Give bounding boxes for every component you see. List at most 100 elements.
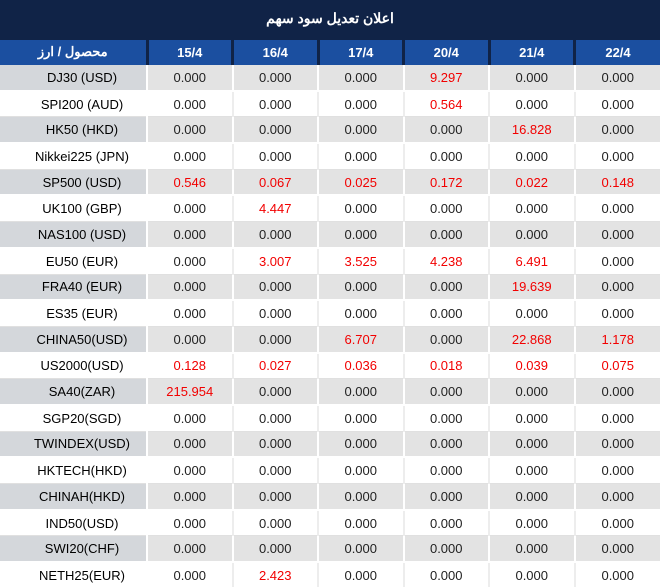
table-row: US2000(USD) 0.128 0.027 0.036 0.018 0.039 0.07… — [0, 352, 660, 380]
table-row: TWINDEX(USD) 0.000 0.000 0.000 0.000 0.000 0.0… — [0, 431, 660, 459]
value-cell: 0.000 — [489, 509, 576, 537]
value-cell: 0.000 — [403, 483, 490, 511]
value-cell: 0.000 — [147, 431, 234, 459]
value-cell: 0.000 — [403, 457, 490, 485]
value-cell: 0.000 — [147, 221, 234, 249]
value-cell: 0.000 — [318, 300, 405, 327]
value-cell: 0.000 — [232, 274, 319, 302]
table-row: SP500 (USD) 0.546 0.067 0.025 0.172 0.022 0.14… — [0, 169, 660, 197]
table-row: FRA40 (EUR) 0.000 0.000 0.000 0.000 19.639 0.0… — [0, 274, 660, 302]
value-cell: 0.000 — [403, 326, 490, 354]
value-cell: 0.172 — [403, 169, 490, 197]
table-row: NAS100 (USD) 0.000 0.000 0.000 0.000 0.000 0.0… — [0, 221, 660, 249]
table-row: HKTECH(HKD) 0.000 0.000 0.000 0.000 0.000 0.00… — [0, 457, 660, 485]
row-label: HKTECH(HKD) — [0, 457, 148, 485]
value-cell: 0.000 — [147, 247, 234, 275]
value-cell: 0.000 — [574, 64, 660, 92]
value-cell: 0.000 — [147, 562, 234, 587]
value-cell: 0.564 — [403, 90, 490, 118]
row-label: US2000(USD) — [0, 352, 148, 380]
value-cell: 0.000 — [574, 483, 660, 511]
value-cell: 0.000 — [489, 195, 576, 223]
row-label: NAS100 (USD) — [0, 221, 148, 249]
value-cell: 0.000 — [318, 535, 405, 564]
value-cell: 0.000 — [403, 431, 490, 459]
value-cell: 0.000 — [574, 221, 660, 249]
value-cell: 0.000 — [147, 483, 234, 511]
date-column-header: 20/4 — [403, 37, 491, 65]
value-cell: 4.238 — [403, 247, 490, 275]
value-cell: 0.000 — [232, 300, 319, 327]
table-row: CHINA50(USD) 0.000 0.000 6.707 0.000 22.868 1.… — [0, 326, 660, 354]
value-cell: 0.075 — [574, 352, 660, 380]
value-cell: 0.000 — [232, 483, 319, 511]
value-cell: 0.000 — [318, 431, 405, 459]
value-cell: 0.018 — [403, 352, 490, 380]
value-cell: 0.000 — [403, 195, 490, 223]
value-cell: 0.000 — [403, 378, 490, 406]
value-cell: 0.000 — [318, 562, 405, 587]
value-cell: 0.000 — [232, 116, 319, 145]
value-cell: 0.067 — [232, 169, 319, 197]
value-cell: 0.546 — [147, 169, 234, 197]
value-cell: 0.000 — [147, 116, 234, 145]
value-cell: 0.000 — [403, 535, 490, 564]
value-cell: 0.000 — [147, 404, 234, 432]
value-cell: 0.000 — [147, 143, 234, 170]
row-label: IND50(USD) — [0, 509, 148, 537]
value-cell: 22.868 — [489, 326, 576, 354]
value-cell: 0.000 — [489, 221, 576, 249]
value-cell: 0.000 — [318, 274, 405, 302]
row-label: Nikkei225 (JPN) — [0, 143, 148, 170]
table-row: ES35 (EUR) 0.000 0.000 0.000 0.000 0.000 0.000 — [0, 300, 660, 327]
value-cell: 0.000 — [574, 431, 660, 459]
value-cell: 0.000 — [147, 90, 234, 118]
value-cell: 0.000 — [403, 562, 490, 587]
value-cell: 0.000 — [232, 509, 319, 537]
value-cell: 0.000 — [147, 509, 234, 537]
table-row: SA40(ZAR) 215.954 0.000 0.000 0.000 0.000 0.00… — [0, 378, 660, 406]
value-cell: 0.000 — [574, 457, 660, 485]
value-cell: 6.491 — [489, 247, 576, 275]
value-cell: 0.000 — [318, 404, 405, 432]
row-label: SP500 (USD) — [0, 169, 148, 197]
row-label: SGP20(SGD) — [0, 404, 148, 432]
value-cell: 0.000 — [574, 247, 660, 275]
table-row: NETH25(EUR) 0.000 2.423 0.000 0.000 0.000 0.00… — [0, 562, 660, 587]
row-label: DJ30 (USD) — [0, 64, 148, 92]
value-cell: 0.000 — [574, 378, 660, 406]
date-column-header: 21/4 — [489, 37, 576, 65]
row-label: EU50 (EUR) — [0, 247, 148, 275]
value-cell: 0.000 — [574, 300, 660, 327]
table-row: Nikkei225 (JPN) 0.000 0.000 0.000 0.000 0.000… — [0, 143, 660, 170]
value-cell: 0.000 — [489, 64, 576, 92]
value-cell: 0.000 — [489, 535, 576, 564]
value-cell: 0.000 — [232, 535, 319, 564]
value-cell: 4.447 — [232, 195, 319, 223]
date-column-header: 22/4 — [574, 37, 660, 65]
value-cell: 0.000 — [574, 404, 660, 432]
value-cell: 0.025 — [318, 169, 405, 197]
table-row: UK100 (GBP) 0.000 4.447 0.000 0.000 0.000 0.00… — [0, 195, 660, 223]
table-title: اعلان تعديل سود سهم — [0, 0, 660, 37]
value-cell: 1.178 — [574, 326, 660, 354]
value-cell: 0.027 — [232, 352, 319, 380]
value-cell: 0.000 — [147, 300, 234, 327]
value-cell: 0.000 — [574, 116, 660, 145]
value-cell: 16.828 — [489, 116, 576, 145]
value-cell: 0.000 — [232, 457, 319, 485]
row-label: UK100 (GBP) — [0, 195, 148, 223]
row-label: CHINA50(USD) — [0, 326, 148, 354]
value-cell: 0.000 — [574, 90, 660, 118]
row-label: ES35 (EUR) — [0, 300, 148, 327]
table-row: EU50 (EUR) 0.000 3.007 3.525 4.238 6.491 0.000 — [0, 247, 660, 275]
value-cell: 0.000 — [574, 535, 660, 564]
value-cell: 0.000 — [403, 274, 490, 302]
row-label: SPI200 (AUD) — [0, 90, 148, 118]
value-cell: 0.000 — [403, 116, 490, 145]
value-cell: 0.000 — [147, 535, 234, 564]
value-cell: 0.000 — [403, 404, 490, 432]
table-row: IND50(USD) 0.000 0.000 0.000 0.000 0.000 0.000 — [0, 509, 660, 537]
value-cell: 0.000 — [403, 143, 490, 170]
